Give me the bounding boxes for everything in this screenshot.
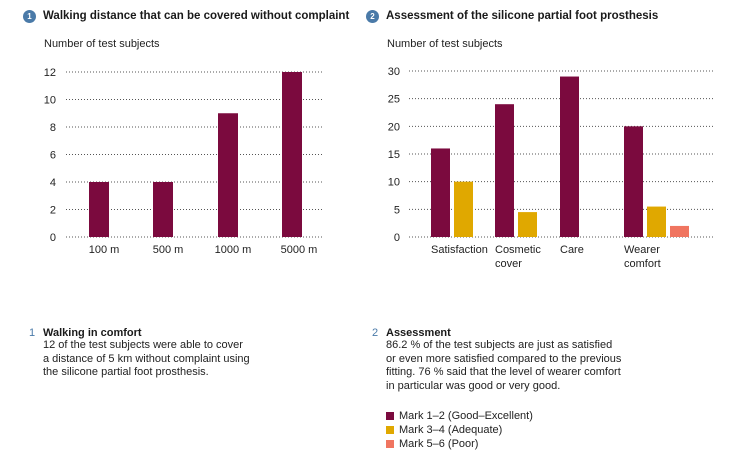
x-tick-label: 5000 m — [281, 244, 318, 256]
panel2-title: Assessment of the silicone partial foot … — [386, 10, 659, 22]
caption-2-title: Assessment — [386, 327, 451, 339]
legend: Mark 1–2 (Good–Excellent) Mark 3–4 (Adeq… — [386, 409, 533, 451]
y-tick-label: 12 — [44, 67, 56, 79]
y-tick-label: 15 — [388, 149, 400, 161]
x-tick-label: Satisfaction — [431, 244, 488, 256]
legend-item-mark34: Mark 3–4 (Adequate) — [386, 423, 533, 437]
x-tick-label: 500 m — [153, 244, 184, 256]
caption-2-number: 2 — [372, 327, 379, 339]
legend-label-mark34: Mark 3–4 (Adequate) — [399, 424, 503, 436]
bar — [89, 182, 109, 237]
y-tick-label: 10 — [44, 95, 56, 107]
legend-item-mark56: Mark 5–6 (Poor) — [386, 437, 533, 451]
panel1-title: Walking distance that can be covered wit… — [43, 10, 350, 22]
y-tick-label: 20 — [388, 121, 400, 133]
x-tick-label: cover — [495, 258, 522, 270]
bar — [560, 76, 579, 238]
legend-item-mark12: Mark 1–2 (Good–Excellent) — [386, 409, 533, 423]
x-tick-label: Cosmetic — [495, 244, 541, 256]
bar — [153, 182, 173, 237]
bar — [647, 206, 666, 237]
x-tick-label: 100 m — [89, 244, 120, 256]
panel1-ylabel: Number of test subjects — [44, 38, 160, 50]
x-tick-label: comfort — [624, 258, 661, 270]
legend-label-mark56: Mark 5–6 (Poor) — [399, 438, 479, 450]
caption-1: 1 Walking in comfort 12 of the test subj… — [29, 327, 329, 380]
y-tick-label: 5 — [394, 204, 400, 216]
caption-1-number: 1 — [29, 327, 36, 339]
bar — [282, 72, 302, 237]
walking-distance-chart: 0 2 4 6 8 10 12 100 m 500 m 1000 m 5000 m — [44, 67, 322, 256]
y-tick-label: 25 — [388, 94, 400, 106]
caption-1-title: Walking in comfort — [43, 327, 142, 339]
x-tick-label: Wearer — [624, 244, 660, 256]
bar — [670, 225, 689, 237]
bar — [218, 113, 238, 237]
x-tick-label: Care — [560, 244, 584, 256]
prosthesis-assessment-chart: 0 5 10 15 20 25 30 Satisfaction Cosmetic cover Car… — [388, 66, 714, 270]
legend-swatch-mark56 — [386, 440, 394, 448]
bar — [454, 181, 473, 237]
y-tick-label: 0 — [394, 232, 400, 244]
y-tick-label: 10 — [388, 177, 400, 189]
panel2-ylabel: Number of test subjects — [387, 38, 503, 50]
caption-1-text: 12 of the test subjects were able to cov… — [43, 339, 250, 378]
caption-2-text: 86.2 % of the test subjects are just as … — [386, 339, 622, 392]
legend-label-mark12: Mark 1–2 (Good–Excellent) — [399, 410, 533, 422]
caption-2: 2 Assessment 86.2 % of the test subjects… — [372, 327, 712, 393]
y-tick-label: 2 — [50, 205, 56, 217]
y-tick-label: 4 — [50, 177, 56, 189]
legend-swatch-mark34 — [386, 426, 394, 434]
y-tick-label: 30 — [388, 66, 400, 78]
y-tick-label: 6 — [50, 150, 56, 162]
panel2-badge: 2 — [366, 10, 379, 23]
panel1-badge: 1 — [23, 10, 36, 23]
bar — [624, 126, 643, 237]
legend-swatch-mark12 — [386, 412, 394, 420]
bar — [495, 104, 514, 237]
bar — [518, 212, 537, 237]
x-tick-label: 1000 m — [215, 244, 252, 256]
y-tick-label: 8 — [50, 122, 56, 134]
bar — [431, 148, 450, 237]
y-tick-label: 0 — [50, 232, 56, 244]
